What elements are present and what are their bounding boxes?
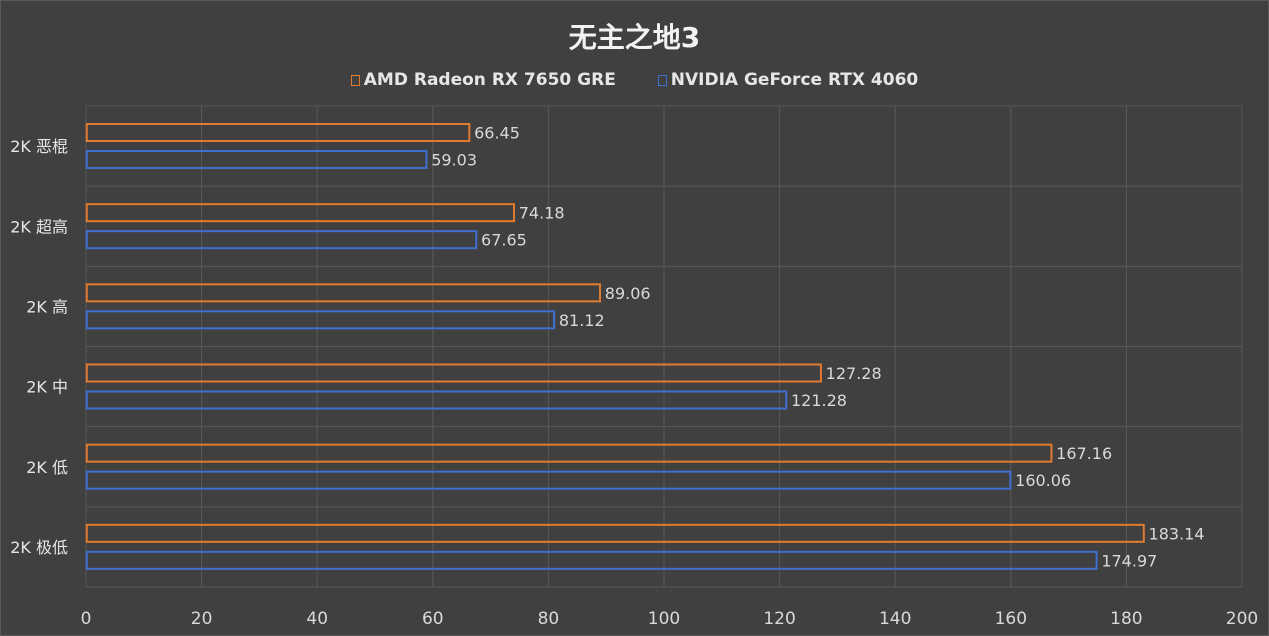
legend-item-amd: AMD Radeon RX 7650 GRE bbox=[350, 70, 616, 90]
x-tick-label: 140 bbox=[879, 609, 911, 629]
bar-nvidia bbox=[85, 470, 1012, 490]
bar-amd bbox=[85, 123, 471, 142]
bar-amd bbox=[85, 523, 1145, 543]
data-label: 183.14 bbox=[1149, 524, 1205, 543]
legend-swatch-amd bbox=[350, 75, 360, 86]
x-tick-label: 0 bbox=[81, 609, 92, 629]
category-label: 2K 低 bbox=[26, 458, 68, 477]
category-label: 2K 中 bbox=[26, 378, 68, 397]
x-tick-label: 180 bbox=[1110, 609, 1142, 629]
x-tick-label: 60 bbox=[422, 609, 444, 629]
legend-label-amd: AMD Radeon RX 7650 GRE bbox=[363, 70, 616, 90]
data-label: 89.06 bbox=[605, 284, 651, 303]
category-label: 2K 高 bbox=[26, 297, 68, 316]
bar-amd bbox=[85, 283, 602, 303]
bar-amd bbox=[85, 363, 822, 383]
data-label: 66.45 bbox=[474, 124, 520, 143]
x-tick-label: 200 bbox=[1226, 609, 1258, 629]
data-label: 59.03 bbox=[431, 151, 477, 170]
x-tick-label: 20 bbox=[191, 609, 213, 629]
data-label: 167.16 bbox=[1056, 444, 1112, 463]
bar-nvidia bbox=[85, 310, 556, 330]
data-label: 174.97 bbox=[1101, 551, 1157, 570]
legend-swatch-nvidia bbox=[657, 75, 667, 86]
category-label: 2K 超高 bbox=[10, 217, 68, 236]
bar-nvidia bbox=[85, 550, 1098, 570]
data-label: 81.12 bbox=[559, 311, 605, 330]
data-label: 121.28 bbox=[791, 391, 847, 410]
bar-nvidia bbox=[85, 390, 788, 410]
bar-amd bbox=[85, 443, 1053, 463]
data-label: 160.06 bbox=[1015, 471, 1071, 490]
bar-nvidia bbox=[85, 230, 478, 250]
bar-nvidia bbox=[85, 150, 428, 169]
x-tick-label: 100 bbox=[648, 609, 680, 629]
data-label: 67.65 bbox=[481, 231, 527, 250]
x-tick-label: 40 bbox=[306, 609, 328, 629]
chart-title: 无主之地3 bbox=[568, 21, 701, 54]
bar-amd bbox=[85, 203, 516, 223]
category-label: 2K 恶棍 bbox=[10, 137, 68, 156]
data-label: 127.28 bbox=[826, 364, 882, 383]
legend-label-nvidia: NVIDIA GeForce RTX 4060 bbox=[670, 70, 919, 90]
chart-legend: AMD Radeon RX 7650 GRE NVIDIA GeForce RT… bbox=[0, 70, 1269, 90]
legend-item-nvidia: NVIDIA GeForce RTX 4060 bbox=[657, 70, 919, 90]
x-tick-label: 80 bbox=[538, 609, 560, 629]
category-label: 2K 极低 bbox=[10, 538, 68, 557]
x-tick-label: 120 bbox=[763, 609, 795, 629]
x-tick-label: 160 bbox=[995, 609, 1027, 629]
data-label: 74.18 bbox=[519, 204, 565, 223]
